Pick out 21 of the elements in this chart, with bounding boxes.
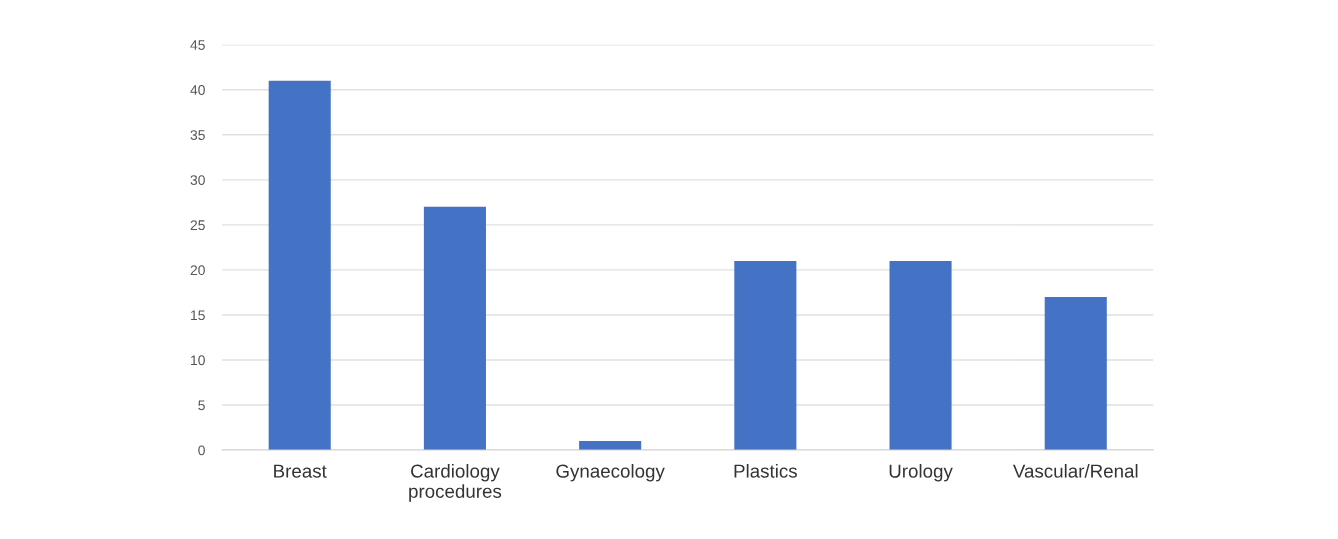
y-tick-label: 25: [190, 220, 205, 231]
x-tick-label: Gynaecology: [556, 463, 665, 482]
bar: [734, 260, 797, 451]
bar: [423, 206, 486, 451]
y-tick-label: 15: [191, 310, 205, 321]
x-tick-label: Plastics: [734, 463, 797, 478]
y-tick-label: 20: [190, 265, 205, 276]
y-tick-label: 10: [191, 355, 205, 366]
y-tick-label: 30: [190, 175, 205, 186]
bar: [268, 80, 331, 451]
bar: [889, 260, 952, 451]
x-tick-label: Breast: [274, 464, 327, 478]
x-tick-label: Cardiology procedures: [409, 463, 502, 502]
bar: [1044, 296, 1107, 451]
x-tick-label: Vascular/Renal: [1012, 463, 1138, 478]
y-tick-label: 35: [190, 130, 205, 140]
y-tick-label: 40: [190, 85, 205, 95]
y-tick-label: 0: [198, 445, 205, 456]
x-tick-label: Urology: [889, 463, 953, 482]
y-tick-label: 45: [190, 40, 205, 50]
y-tick-label: 5: [198, 400, 205, 411]
